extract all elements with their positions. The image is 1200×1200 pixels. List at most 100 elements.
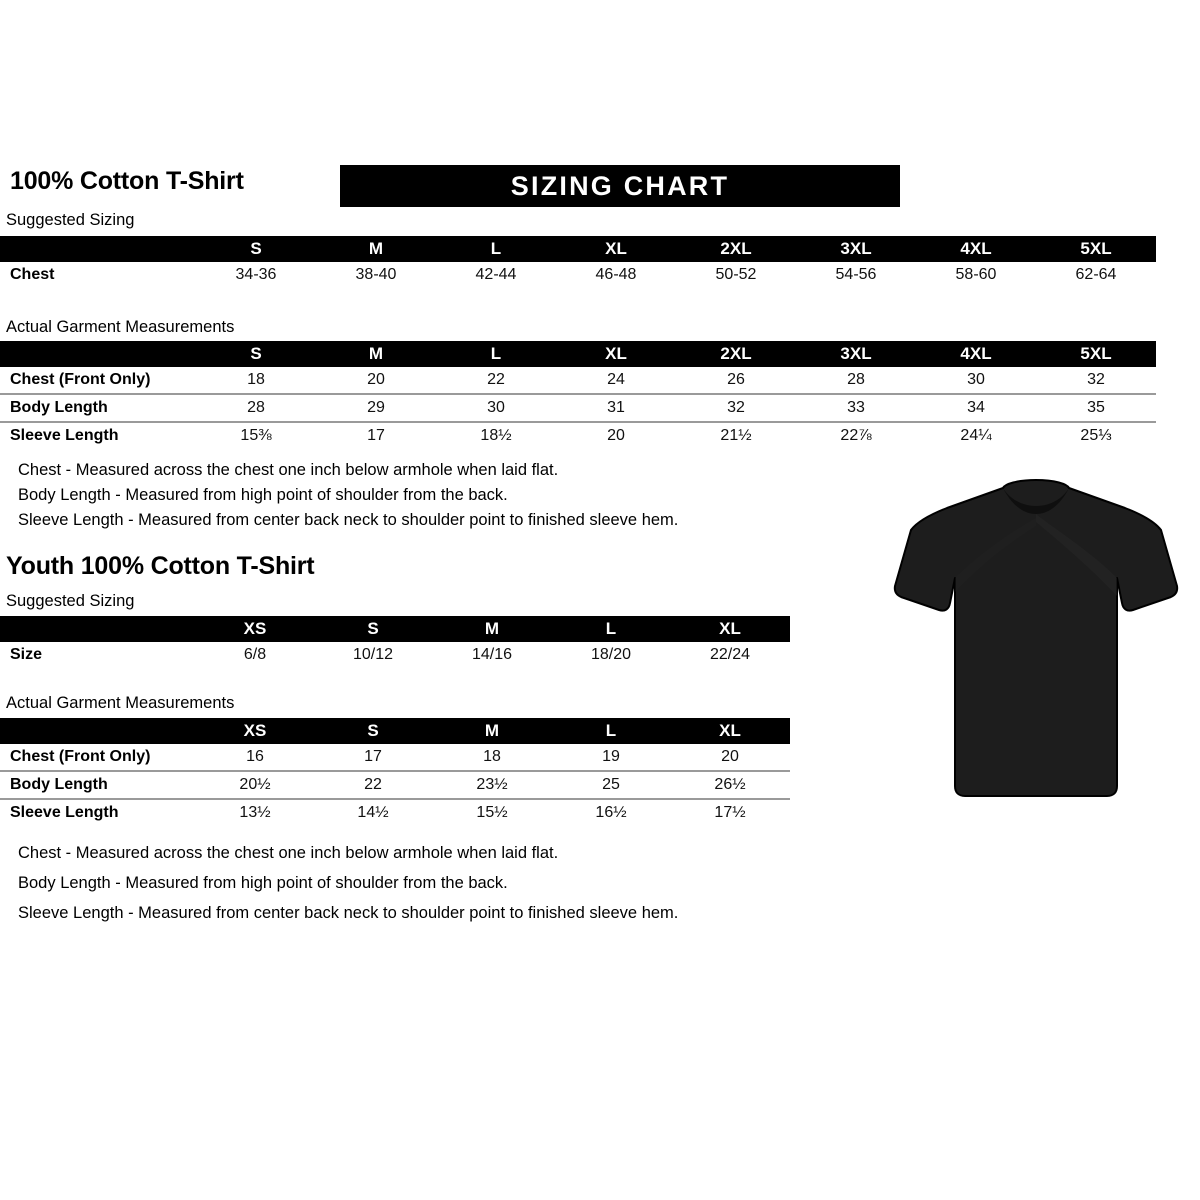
adult-suggested-col-xl: XL — [556, 236, 676, 262]
adult-actual-col-3xl: 3XL — [796, 341, 916, 367]
adult-actual-col-5xl: 5XL — [1036, 341, 1156, 367]
adult-suggested-chest-s: 34-36 — [235, 266, 277, 283]
adult-suggested-col-m: M — [316, 236, 436, 262]
adult-actual-col-2xl: 2XL — [676, 341, 796, 367]
adult-actual-chest-3xl: 28 — [847, 371, 865, 388]
youth-actual-row-label-sleeve-length: Sleeve Length — [0, 798, 196, 826]
adult-actual-chest-xl: 24 — [607, 371, 625, 388]
adult-actual-col-s: S — [196, 341, 316, 367]
adult-suggested-sizing-label: Suggested Sizing — [6, 211, 135, 229]
adult-actual-header-row: S M L XL 2XL 3XL 4XL 5XL — [0, 341, 1156, 367]
adult-suggested-header-row: S M L XL 2XL 3XL 4XL 5XL — [0, 236, 1156, 262]
youth-note-sleeve-length: Sleeve Length - Measured from center bac… — [18, 904, 679, 922]
youth-actual-body-m: 23½ — [432, 770, 552, 799]
youth-suggested-col-xs: XS — [196, 616, 314, 642]
adult-actual-sleeve-5xl: 25⅓ — [1036, 421, 1156, 449]
adult-suggested-col-4xl: 4XL — [916, 236, 1036, 262]
adult-actual-chest-2xl: 26 — [727, 371, 745, 388]
youth-actual-measurements-table: XS S M L XL Chest (Front Only) 16 17 18 … — [0, 718, 790, 826]
youth-actual-body-s: 22 — [314, 770, 432, 799]
table-row: Chest (Front Only) 18 20 22 24 26 28 30 … — [0, 367, 1156, 394]
youth-suggested-size-s: 10/12 — [352, 646, 394, 663]
youth-actual-sleeve-xs: 13½ — [196, 798, 314, 826]
adult-suggested-col-l: L — [436, 236, 556, 262]
youth-actual-col-l: L — [552, 718, 670, 744]
youth-suggested-col-0 — [0, 616, 196, 642]
youth-actual-sleeve-xl: 17½ — [670, 798, 790, 826]
table-row: Sleeve Length 13½ 14½ 15½ 16½ 17½ — [0, 798, 790, 826]
adult-suggested-col-3xl: 3XL — [796, 236, 916, 262]
adult-actual-body-xl: 31 — [556, 393, 676, 422]
table-row: Sleeve Length 15⅜ 17 18½ 20 21½ 22⅞ 24¼ … — [0, 421, 1156, 449]
table-row: Chest 34-36 38-40 42-44 46-48 50-52 54-5… — [0, 262, 1156, 288]
youth-actual-header-row: XS S M L XL — [0, 718, 790, 744]
adult-actual-chest-4xl: 30 — [967, 371, 985, 388]
tshirt-icon — [893, 479, 1179, 797]
adult-actual-sleeve-xl: 20 — [556, 421, 676, 449]
adult-actual-sleeve-m: 17 — [316, 421, 436, 449]
adult-actual-col-xl: XL — [556, 341, 676, 367]
tshirt-product-image — [893, 474, 1179, 804]
youth-suggested-size-xs: 6/8 — [243, 646, 267, 663]
adult-actual-sleeve-s: 15⅜ — [196, 421, 316, 449]
adult-note-sleeve-length: Sleeve Length - Measured from center bac… — [18, 511, 679, 529]
adult-actual-body-4xl: 34 — [916, 393, 1036, 422]
adult-section-heading: 100% Cotton T-Shirt — [10, 167, 244, 195]
adult-note-body-length: Body Length - Measured from high point o… — [18, 486, 508, 504]
adult-actual-body-2xl: 32 — [676, 393, 796, 422]
adult-suggested-chest-3xl: 54-56 — [835, 266, 877, 283]
adult-suggested-chest-2xl: 50-52 — [715, 266, 757, 283]
adult-actual-sleeve-2xl: 21½ — [676, 421, 796, 449]
adult-suggested-col-5xl: 5XL — [1036, 236, 1156, 262]
adult-actual-chest-m: 20 — [367, 371, 385, 388]
adult-actual-chest-s: 18 — [247, 371, 265, 388]
adult-actual-chest-5xl: 32 — [1087, 371, 1105, 388]
adult-actual-col-0 — [0, 341, 196, 367]
youth-suggested-col-xl: XL — [670, 616, 790, 642]
youth-actual-chest-xs: 16 — [246, 748, 264, 765]
youth-actual-body-xs: 20½ — [196, 770, 314, 799]
youth-actual-col-0 — [0, 718, 196, 744]
table-row: Chest (Front Only) 16 17 18 19 20 — [0, 744, 790, 771]
adult-actual-chest-l: 22 — [487, 371, 505, 388]
adult-suggested-chest-m: 38-40 — [355, 266, 397, 283]
youth-actual-body-xl: 26½ — [670, 770, 790, 799]
youth-suggested-size-xl: 22/24 — [709, 646, 751, 663]
adult-suggested-row-label-chest: Chest — [10, 266, 55, 283]
youth-suggested-col-s: S — [314, 616, 432, 642]
adult-actual-body-3xl: 33 — [796, 393, 916, 422]
youth-actual-chest-l: 19 — [602, 748, 620, 765]
table-row: Body Length 28 29 30 31 32 33 34 35 — [0, 393, 1156, 422]
youth-note-chest: Chest - Measured across the chest one in… — [18, 844, 559, 862]
adult-actual-measurements-label: Actual Garment Measurements — [6, 318, 235, 336]
adult-suggested-sizing-table: S M L XL 2XL 3XL 4XL 5XL Chest 34-36 38-… — [0, 236, 1156, 288]
adult-suggested-col-0 — [0, 236, 196, 262]
youth-actual-col-xl: XL — [670, 718, 790, 744]
sizing-chart-banner-label: SIZING CHART — [510, 170, 730, 201]
youth-suggested-col-l: L — [552, 616, 670, 642]
youth-suggested-col-m: M — [432, 616, 552, 642]
adult-suggested-chest-l: 42-44 — [475, 266, 517, 283]
youth-actual-col-xs: XS — [196, 718, 314, 744]
adult-actual-measurements-table: S M L XL 2XL 3XL 4XL 5XL Chest (Front On… — [0, 341, 1156, 449]
youth-suggested-sizing-label: Suggested Sizing — [6, 592, 135, 610]
adult-actual-row-label-chest: Chest (Front Only) — [10, 371, 151, 388]
youth-actual-chest-xl: 20 — [721, 748, 739, 765]
sizing-chart-banner: SIZING CHART — [340, 165, 900, 207]
youth-suggested-row-label-size: Size — [10, 646, 43, 663]
adult-actual-col-4xl: 4XL — [916, 341, 1036, 367]
youth-actual-row-label-body-length: Body Length — [0, 770, 196, 799]
youth-actual-sleeve-s: 14½ — [314, 798, 432, 826]
youth-actual-measurements-label: Actual Garment Measurements — [6, 694, 235, 712]
adult-suggested-col-2xl: 2XL — [676, 236, 796, 262]
adult-actual-sleeve-3xl: 22⅞ — [796, 421, 916, 449]
youth-suggested-size-m: 14/16 — [471, 646, 513, 663]
youth-note-body-length: Body Length - Measured from high point o… — [18, 874, 508, 892]
youth-actual-chest-m: 18 — [483, 748, 501, 765]
adult-actual-row-label-sleeve-length: Sleeve Length — [0, 421, 196, 449]
youth-actual-chest-s: 17 — [364, 748, 382, 765]
adult-actual-body-5xl: 35 — [1036, 393, 1156, 422]
youth-actual-row-label-chest: Chest (Front Only) — [10, 748, 151, 765]
adult-suggested-chest-4xl: 58-60 — [955, 266, 997, 283]
